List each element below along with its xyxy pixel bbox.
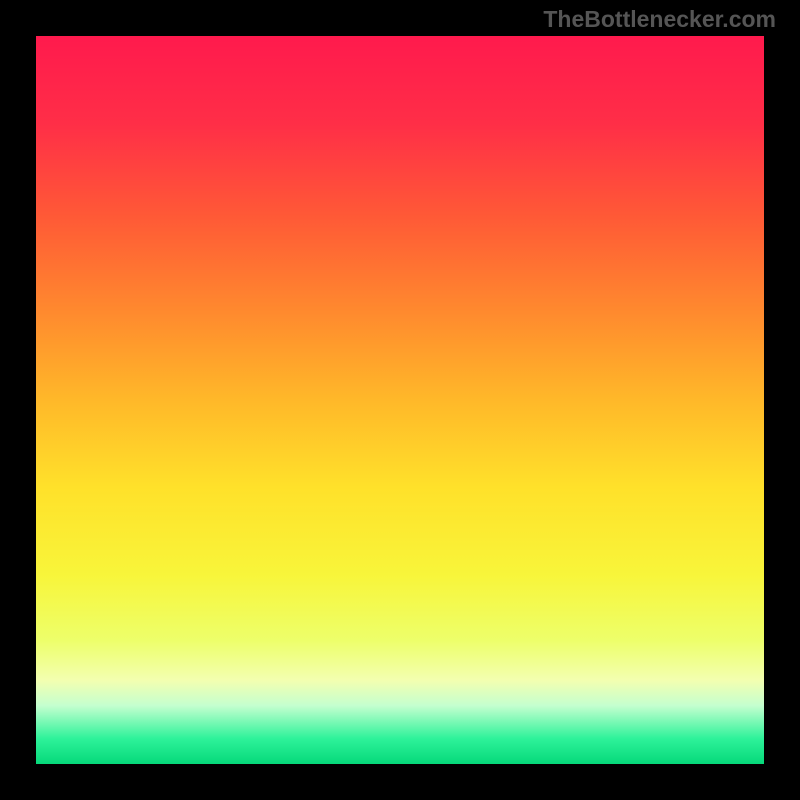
plot-area xyxy=(36,36,764,764)
watermark-text: TheBottlenecker.com xyxy=(543,6,776,33)
chart-frame: TheBottlenecker.com xyxy=(0,0,800,800)
gradient-background xyxy=(36,36,764,764)
